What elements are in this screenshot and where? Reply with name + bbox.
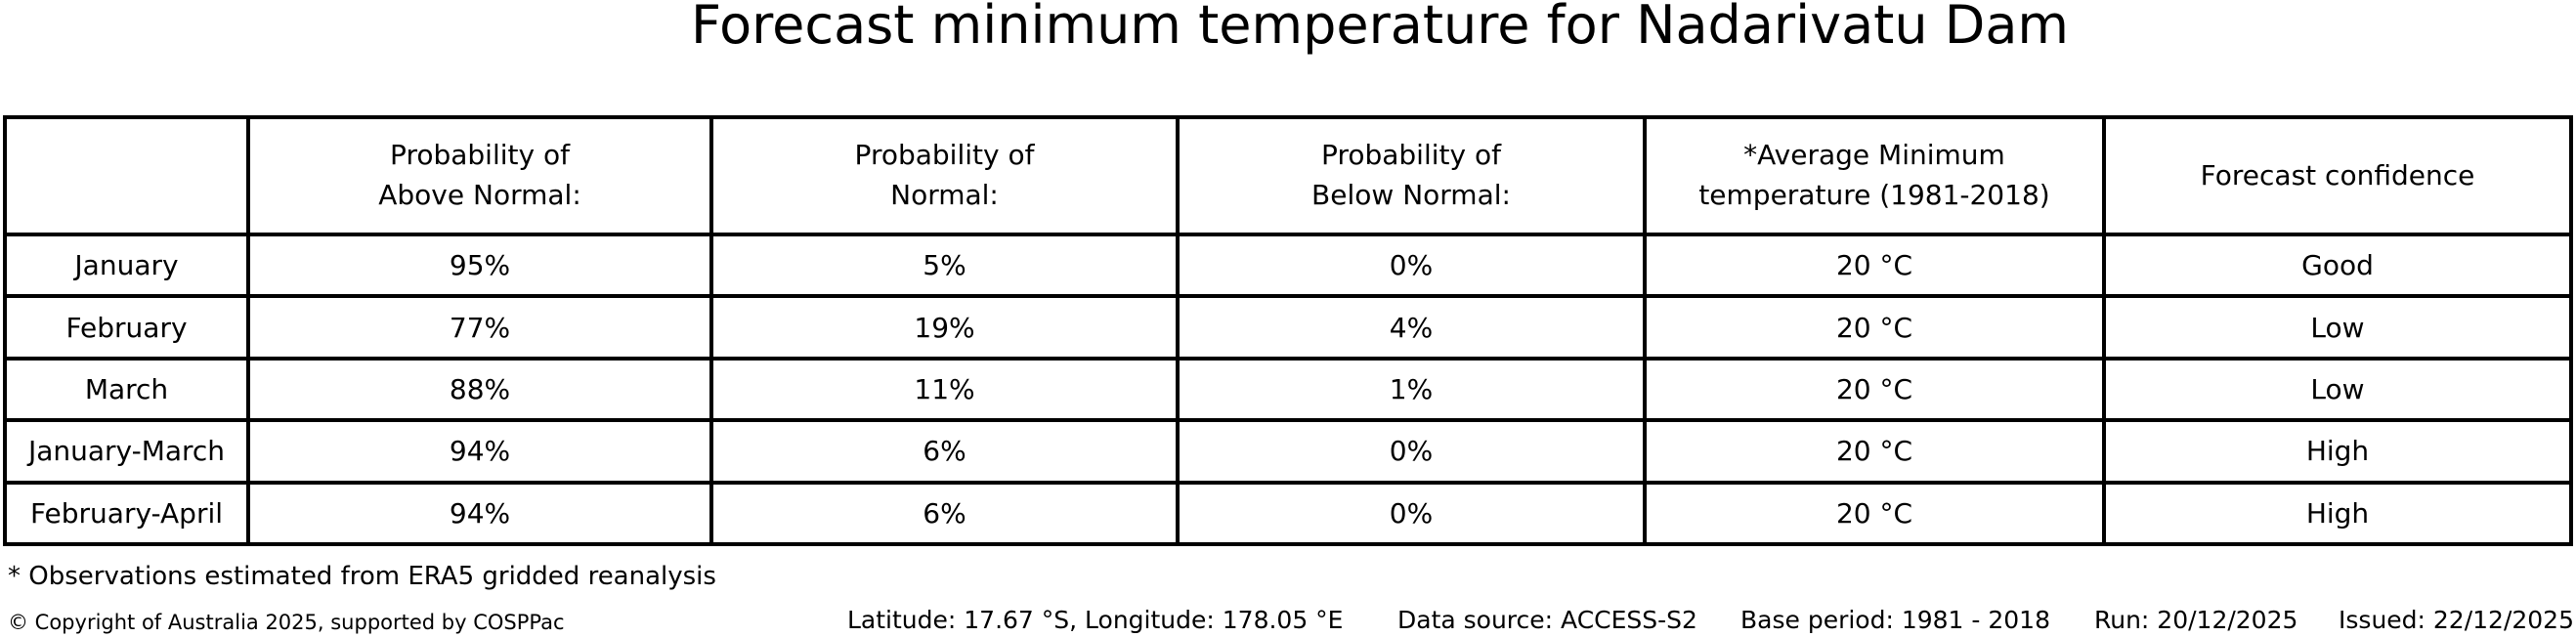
- cell-prob-above-normal: 94%: [246, 418, 713, 485]
- table-row-february: February 77% 19% 4% 20 °C Low: [3, 294, 2573, 361]
- table-header-row: Probability of Above Normal: Probability…: [3, 115, 2573, 236]
- cell-avg-min-temp: 20 °C: [1643, 356, 2106, 423]
- issued-date-text: Issued: 22/12/2025: [2339, 606, 2574, 634]
- cell-period: February-April: [3, 480, 250, 546]
- location-text: Latitude: 17.67 °S, Longitude: 178.05 °E: [847, 606, 1344, 634]
- cell-prob-above-normal: 77%: [246, 294, 713, 361]
- header-avg-min-temp: *Average Minimum temperature (1981-2018): [1643, 115, 2106, 236]
- cell-avg-min-temp: 20 °C: [1643, 480, 2106, 546]
- figure-title: Forecast minimum temperature for Nadariv…: [690, 0, 2070, 56]
- cell-prob-below-normal: 1%: [1176, 356, 1647, 423]
- table-row-january: January 95% 5% 0% 20 °C Good: [3, 232, 2573, 299]
- cell-prob-below-normal: 0%: [1176, 232, 1647, 299]
- cell-prob-normal: 6%: [709, 418, 1180, 485]
- cell-prob-below-normal: 0%: [1176, 480, 1647, 546]
- table-row-february-april: February-April 94% 6% 0% 20 °C High: [3, 480, 2573, 546]
- header-prob-below-normal: Probability of Below Normal:: [1176, 115, 1647, 236]
- observations-footnote: * Observations estimated from ERA5 gridd…: [8, 562, 716, 591]
- cell-prob-normal: 19%: [709, 294, 1180, 361]
- forecast-table: Probability of Above Normal: Probability…: [3, 115, 2573, 546]
- cell-confidence: High: [2102, 418, 2573, 485]
- cell-prob-above-normal: 94%: [246, 480, 713, 546]
- cell-prob-below-normal: 4%: [1176, 294, 1647, 361]
- run-date-text: Run: 20/12/2025: [2094, 606, 2298, 634]
- header-forecast-confidence: Forecast confidence: [2102, 115, 2573, 236]
- cell-prob-above-normal: 88%: [246, 356, 713, 423]
- cell-avg-min-temp: 20 °C: [1643, 294, 2106, 361]
- corner-cell: [3, 115, 250, 236]
- cell-prob-below-normal: 0%: [1176, 418, 1647, 485]
- data-source-text: Data source: ACCESS-S2: [1397, 606, 1697, 634]
- base-period-text: Base period: 1981 - 2018: [1740, 606, 2050, 634]
- cell-period: January-March: [3, 418, 250, 485]
- cell-avg-min-temp: 20 °C: [1643, 232, 2106, 299]
- cell-avg-min-temp: 20 °C: [1643, 418, 2106, 485]
- cell-prob-normal: 5%: [709, 232, 1180, 299]
- cell-confidence: Low: [2102, 356, 2573, 423]
- cell-period: January: [3, 232, 250, 299]
- cell-prob-normal: 11%: [709, 356, 1180, 423]
- cell-period: February: [3, 294, 250, 361]
- cell-confidence: Low: [2102, 294, 2573, 361]
- cell-prob-above-normal: 95%: [246, 232, 713, 299]
- cell-confidence: Good: [2102, 232, 2573, 299]
- cell-confidence: High: [2102, 480, 2573, 546]
- header-prob-above-normal: Probability of Above Normal:: [246, 115, 713, 236]
- cell-prob-normal: 6%: [709, 480, 1180, 546]
- table-row-march: March 88% 11% 1% 20 °C Low: [3, 356, 2573, 423]
- cell-period: March: [3, 356, 250, 423]
- table-row-january-march: January-March 94% 6% 0% 20 °C High: [3, 418, 2573, 485]
- header-prob-normal: Probability of Normal:: [709, 115, 1180, 236]
- copyright-text: © Copyright of Australia 2025, supported…: [8, 611, 565, 634]
